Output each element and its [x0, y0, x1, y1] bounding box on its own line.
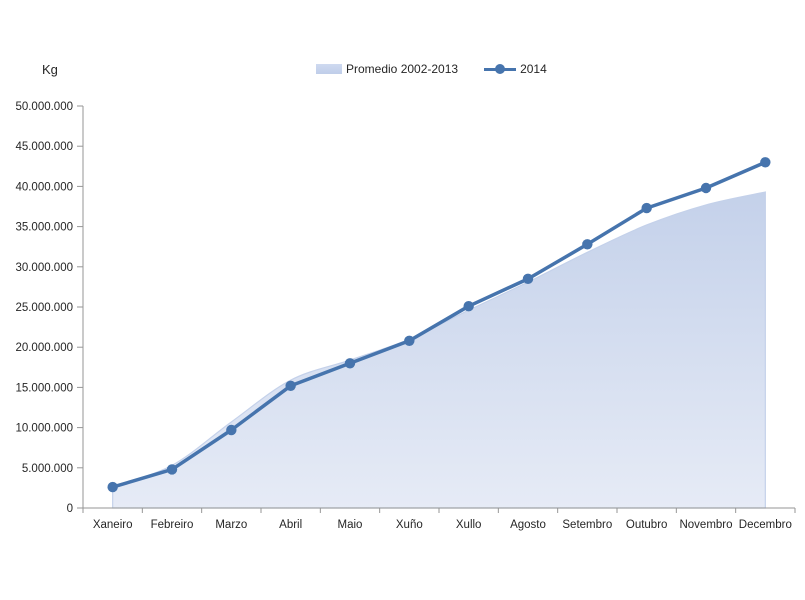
dot-sample [495, 64, 506, 74]
y-tick-label: 15.000.000 [15, 382, 73, 394]
x-axis-label: Novembro [679, 519, 732, 531]
legend-label-2014: 2014 [520, 62, 547, 76]
legend: Promedio 2002-2013 2014 [316, 62, 547, 76]
y-tick-label: 30.000.000 [15, 262, 73, 274]
promedio-area-series [112, 191, 766, 509]
data-point-2014 [404, 335, 415, 346]
y-tick-label: 25.000.000 [15, 302, 73, 314]
data-point-2014 [107, 481, 118, 493]
y-tick-label: 10.000.000 [15, 423, 73, 435]
x-axis-label: Xuño [396, 519, 423, 531]
y-tick-label: 40.000.000 [15, 181, 73, 193]
data-point-2014 [463, 300, 474, 312]
y-axis-title: Kg [42, 62, 58, 77]
data-point-2014 [700, 182, 712, 194]
y-tick-label: 45.000.000 [15, 141, 73, 153]
data-point-2014 [285, 380, 296, 391]
x-axis-label: Abril [279, 519, 302, 531]
x-axis-label: Decembro [739, 519, 792, 531]
y-tick-label: 0 [67, 503, 73, 515]
x-axis-label: Setembro [562, 519, 612, 531]
x-axis-label: Xaneiro [93, 519, 133, 531]
y-tick-label: 20.000.000 [15, 342, 73, 354]
legend-item-promedio: Promedio 2002-2013 [316, 62, 458, 76]
y-tick-label: 50.000.000 [15, 101, 73, 113]
y-tick-label: 35.000.000 [15, 222, 73, 234]
data-point-2014 [226, 424, 237, 436]
x-axis-label: Maio [338, 519, 363, 531]
x-axis-label: Outubro [626, 519, 668, 531]
x-axis-label: Xullo [456, 519, 482, 531]
data-point-2014 [166, 464, 178, 475]
line-2014-series [110, 160, 768, 489]
data-point-2014 [582, 239, 593, 250]
x-axis-label: Febreiro [151, 519, 194, 531]
data-point-2014 [344, 358, 356, 369]
x-axis-label: Marzo [215, 519, 247, 531]
y-tick-label: 5.000.000 [22, 463, 73, 475]
data-point-2014 [760, 157, 771, 168]
x-axis-label: Agosto [510, 519, 546, 531]
data-point-2014 [641, 202, 652, 214]
legend-item-2014: 2014 [484, 62, 547, 76]
legend-label-promedio: Promedio 2002-2013 [346, 62, 459, 76]
line-marker-icon [484, 64, 517, 74]
data-point-2014 [522, 273, 534, 285]
area-swatch-icon [316, 64, 342, 74]
